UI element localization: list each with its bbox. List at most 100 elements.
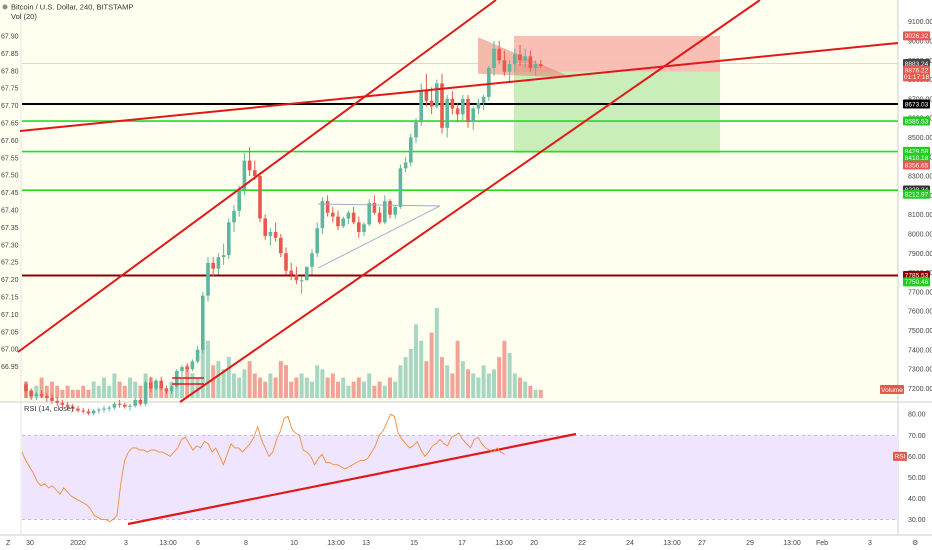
candle-body — [320, 201, 325, 229]
volume-indicator-label[interactable]: Vol (20) — [11, 12, 37, 21]
left-axis-tick: 67.35 — [1, 225, 19, 232]
candle-body — [258, 176, 262, 219]
candle-body — [450, 98, 455, 109]
candle-body — [123, 404, 127, 407]
candle-body — [242, 160, 247, 190]
candle-body — [185, 367, 189, 370]
price-axis-tick: 8100.00 — [908, 212, 932, 219]
candle-body — [414, 122, 418, 138]
candle-body — [336, 216, 340, 227]
price-tag-box — [903, 99, 930, 109]
candle-body — [362, 224, 366, 233]
candle-body — [487, 67, 491, 97]
rsi-indicator-label[interactable]: RSI (14, close) — [24, 404, 74, 413]
volume-tag — [880, 385, 904, 394]
candle-body — [325, 201, 330, 213]
time-axis-tick: 13:00 — [495, 540, 513, 547]
candle-body — [294, 274, 299, 281]
volume-bar — [294, 377, 299, 398]
volume-bar — [414, 324, 418, 398]
time-axis-tick: 8 — [244, 540, 248, 547]
volume-bar — [310, 381, 314, 398]
volume-bar — [336, 381, 340, 398]
left-axis-tick: 67.30 — [1, 242, 19, 249]
time-axis-tick: 3 — [868, 540, 872, 547]
candle-body — [502, 60, 507, 72]
volume-bar — [174, 385, 179, 398]
symbol-status-icon — [2, 4, 8, 10]
price-tag-box — [903, 277, 930, 287]
candle-body — [481, 96, 486, 103]
settings-gear-icon[interactable]: ⚙ — [912, 539, 918, 547]
candle-body — [133, 399, 137, 406]
volume-bar — [247, 361, 252, 398]
chart-title: Bitcoin / U.S. Dollar, 240, BITSTAMP — [11, 3, 133, 12]
volume-bar — [242, 369, 247, 398]
short-position-target-zone[interactable] — [514, 71, 720, 153]
volume-bar — [185, 365, 190, 398]
candle-body — [372, 203, 377, 213]
volume-bar — [107, 385, 112, 398]
left-axis-tick: 67.90 — [1, 34, 19, 41]
volume-bar — [221, 369, 226, 398]
volume-bar — [445, 365, 450, 398]
volume-bar — [382, 385, 387, 398]
volume-bar — [138, 385, 143, 398]
price-tag-text: 8356.65 — [905, 162, 929, 169]
candle-body — [429, 100, 434, 107]
left-axis-tick: 67.85 — [1, 51, 19, 58]
candle-body — [471, 108, 475, 123]
candle-body — [299, 280, 304, 282]
candle-body — [102, 408, 106, 410]
candle-body — [357, 222, 361, 233]
volume-bar — [206, 340, 210, 398]
volume-bar — [476, 377, 481, 398]
time-axis-tick: 3 — [124, 540, 128, 547]
candle-body — [377, 212, 382, 223]
candle-body — [461, 98, 465, 115]
candle-body — [39, 394, 44, 397]
time-axis-tick: 13:00 — [159, 540, 177, 547]
volume-bar — [34, 385, 39, 398]
rsi-series — [21, 413, 505, 523]
volume-bar — [263, 381, 268, 398]
volume-bar — [96, 385, 101, 398]
candle-body — [190, 361, 195, 370]
volume-bar — [533, 389, 538, 398]
price-tag-text: 8876.22 — [905, 68, 929, 75]
volume-bar — [330, 373, 335, 398]
volume-bar — [341, 377, 346, 398]
rsi-tag-text: RSI — [895, 454, 906, 461]
volume-bar — [492, 369, 496, 398]
short-position-risk-zone[interactable] — [514, 35, 720, 72]
candle-body — [60, 402, 65, 405]
volume-bar — [419, 340, 424, 398]
volume-bar — [159, 385, 164, 398]
volume-bar — [128, 377, 132, 398]
candle-body — [65, 404, 70, 407]
price-axis-tick: 8500.00 — [908, 135, 932, 142]
time-axis-tick: 6 — [196, 540, 200, 547]
volume-bar — [81, 385, 86, 398]
volume-bar — [450, 373, 455, 398]
zoom-icon[interactable]: Z — [6, 540, 11, 547]
volume-bar — [112, 373, 117, 398]
volume-bar — [200, 348, 205, 398]
candle-body — [388, 201, 392, 215]
candle-body — [211, 262, 215, 269]
left-axis-tick: 67.65 — [1, 121, 19, 128]
candle-body — [263, 218, 267, 236]
candle-body — [159, 380, 163, 389]
candle-body — [169, 386, 174, 392]
candle-body — [455, 108, 460, 115]
volume-bar — [232, 373, 236, 398]
channel-upper-trendline — [17, 0, 497, 353]
left-axis-tick: 67.40 — [1, 208, 19, 215]
candle-body — [76, 408, 80, 411]
candles — [24, 40, 543, 416]
left-axis-tick: 67.60 — [1, 138, 19, 145]
volume-bar — [39, 377, 44, 398]
resistance-trendline — [19, 42, 899, 132]
price-tag-text: 8429.58 — [905, 149, 929, 156]
